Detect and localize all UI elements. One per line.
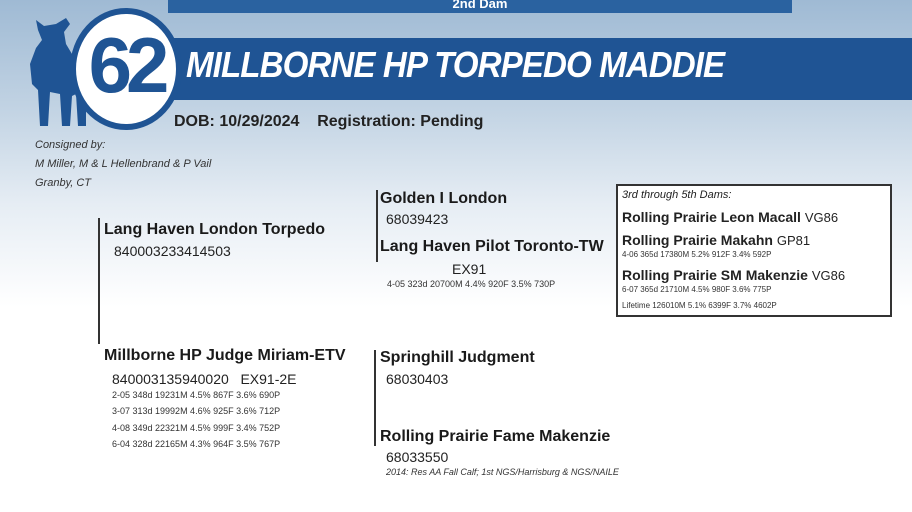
- sire-name: Lang Haven London Torpedo: [104, 221, 326, 238]
- dam-record: Lifetime 126010M 5.1% 6399F 3.7% 4602P: [622, 301, 777, 310]
- consignor-location: Granby, CT: [35, 177, 92, 189]
- top-bar: 2nd Dam: [168, 0, 792, 13]
- dam-record: 4-08 349d 22321M 4.5% 999F 3.4% 752P: [112, 423, 281, 433]
- dam-dam-name: Rolling Prairie Fame Makenzie: [380, 428, 611, 445]
- sire-dam-record: 4-05 323d 20700M 4.4% 920F 3.5% 730P: [387, 279, 556, 289]
- dams-box: 3rd through 5th Dams: Rolling Prairie Le…: [616, 184, 892, 317]
- dob: DOB: 10/29/2024: [174, 113, 300, 130]
- cow-silhouette-icon: [30, 18, 86, 126]
- pedigree-line: [98, 218, 100, 344]
- consigned-label: Consigned by:: [35, 139, 106, 151]
- lot-number: 62: [88, 21, 170, 109]
- dam-record: 4-06 365d 17380M 5.2% 912F 3.4% 592P: [622, 250, 772, 259]
- dob-registration: DOB: 10/29/2024 Registration: Pending: [174, 113, 483, 131]
- sire-reg: 840003233414503: [114, 243, 231, 259]
- page-title: MILLBORNE HP TORPEDO MADDIE: [186, 44, 725, 85]
- dam-dam-note: 2014: Res AA Fall Calf; 1st NGS/Harrisbu…: [386, 467, 619, 477]
- dam-record: 2-05 348d 19231M 4.5% 867F 3.6% 690P: [112, 390, 281, 400]
- dam-entry: Rolling Prairie Leon Macall VG86: [622, 209, 839, 225]
- dam-record: 6-04 328d 22165M 4.3% 964F 3.5% 767P: [112, 439, 281, 449]
- pedigree-line: [374, 350, 376, 446]
- consignor-names: M Miller, M & L Hellenbrand & P Vail: [35, 158, 212, 170]
- dam-reg: 840003135940020 EX91-2E: [112, 371, 297, 387]
- dams-box-label: 3rd through 5th Dams:: [622, 189, 732, 201]
- dam-record: 6-07 365d 21710M 4.5% 980F 3.6% 775P: [622, 285, 772, 294]
- dam-dam-reg: 68033550: [386, 449, 449, 465]
- dam-sire-name: Springhill Judgment: [380, 349, 535, 366]
- dam-name: Millborne HP Judge Miriam-ETV: [104, 347, 346, 364]
- dam-record: 3-07 313d 19992M 4.6% 925F 3.6% 712P: [112, 406, 281, 416]
- sire-dam-score: EX91: [452, 261, 487, 277]
- sire-sire-reg: 68039423: [386, 211, 449, 227]
- lot-circle: [70, 8, 182, 130]
- registration: Registration: Pending: [317, 113, 484, 130]
- pedigree-line: [376, 190, 378, 262]
- dam-entry: Rolling Prairie Makahn GP81: [622, 232, 811, 248]
- sire-sire-name: Golden I London: [380, 190, 508, 207]
- dam-entry: Rolling Prairie SM Makenzie VG86: [622, 267, 846, 283]
- dam-sire-reg: 68030403: [386, 371, 449, 387]
- title-band: [100, 38, 912, 100]
- sire-dam-name: Lang Haven Pilot Toronto-TW: [380, 238, 604, 255]
